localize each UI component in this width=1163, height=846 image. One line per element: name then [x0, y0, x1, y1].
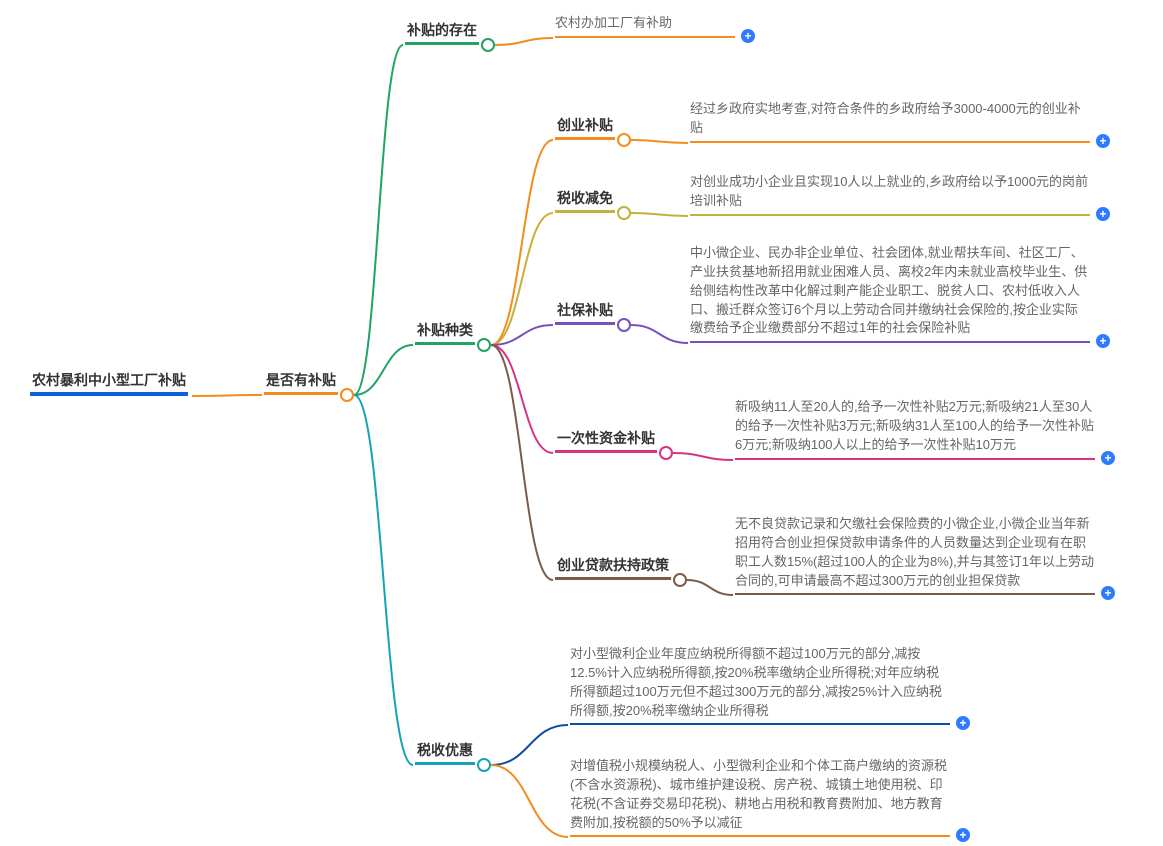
- node-label: 一次性资金补贴: [555, 428, 657, 453]
- expand-icon[interactable]: +: [741, 29, 755, 43]
- leaf-L0: 农村办加工厂有补助: [555, 14, 735, 38]
- leaf-L3: 中小微企业、民办非企业单位、社会团体,就业帮扶车间、社区工厂、产业扶贫基地新招用…: [690, 244, 1090, 343]
- node-root[interactable]: 农村暴利中小型工厂补贴: [30, 370, 188, 396]
- expand-icon[interactable]: +: [1096, 207, 1110, 221]
- leaf-text: 对增值税小规模纳税人、小型微利企业和个体工商户缴纳的资源税(不含水资源税)、城市…: [570, 757, 950, 837]
- node-label: 税收优惠: [415, 740, 475, 765]
- leaf-text: 无不良贷款记录和欠缴社会保险费的小微企业,小微企业当年新招用符合创业担保贷款申请…: [735, 515, 1095, 595]
- expand-icon[interactable]: +: [1101, 451, 1115, 465]
- leaf-L2: 对创业成功小企业且实现10人以上就业的,乡政府给以予1000元的岗前培训补贴: [690, 173, 1090, 216]
- leaf-L6: 对小型微利企业年度应纳税所得额不超过100万元的部分,减按12.5%计入应纳税所…: [570, 645, 950, 725]
- leaf-L4: 新吸纳11人至20人的,给予一次性补贴2万元;新吸纳21人至30人的给予一次性补…: [735, 398, 1095, 460]
- branch-dot-icon: [477, 758, 491, 772]
- node-n4[interactable]: 税收优惠: [415, 740, 475, 765]
- leaf-text: 对创业成功小企业且实现10人以上就业的,乡政府给以予1000元的岗前培训补贴: [690, 173, 1090, 216]
- branch-dot-icon: [617, 318, 631, 332]
- node-c3[interactable]: 社保补贴: [555, 300, 615, 325]
- node-n3[interactable]: 补贴种类: [415, 320, 475, 345]
- node-n2[interactable]: 补贴的存在: [405, 20, 479, 45]
- node-c4[interactable]: 一次性资金补贴: [555, 428, 657, 453]
- edge: [491, 325, 553, 345]
- edge: [491, 345, 553, 453]
- edge: [354, 345, 413, 395]
- leaf-text: 经过乡政府实地考查,对符合条件的乡政府给予3000-4000元的创业补贴: [690, 100, 1090, 143]
- edge: [687, 580, 733, 595]
- expand-icon[interactable]: +: [1101, 586, 1115, 600]
- expand-icon[interactable]: +: [956, 716, 970, 730]
- branch-dot-icon: [617, 206, 631, 220]
- node-c2[interactable]: 税收减免: [555, 188, 615, 213]
- leaf-L1: 经过乡政府实地考查,对符合条件的乡政府给予3000-4000元的创业补贴: [690, 100, 1090, 143]
- branch-dot-icon: [481, 38, 495, 52]
- node-label: 创业补贴: [555, 115, 615, 140]
- node-c1[interactable]: 创业补贴: [555, 115, 615, 140]
- leaf-text: 农村办加工厂有补助: [555, 14, 735, 38]
- node-n1[interactable]: 是否有补贴: [264, 370, 338, 395]
- node-label: 税收减免: [555, 188, 615, 213]
- leaf-text: 中小微企业、民办非企业单位、社会团体,就业帮扶车间、社区工厂、产业扶贫基地新招用…: [690, 244, 1090, 343]
- expand-icon[interactable]: +: [956, 828, 970, 842]
- node-label: 补贴种类: [415, 320, 475, 345]
- edge: [631, 213, 688, 216]
- branch-dot-icon: [477, 338, 491, 352]
- leaf-text: 新吸纳11人至20人的,给予一次性补贴2万元;新吸纳21人至30人的给予一次性补…: [735, 398, 1095, 460]
- branch-dot-icon: [340, 388, 354, 402]
- edge: [631, 325, 688, 343]
- edge: [491, 345, 553, 580]
- node-label: 是否有补贴: [264, 370, 338, 395]
- edge: [491, 765, 568, 837]
- node-label: 创业贷款扶持政策: [555, 555, 671, 580]
- edge: [491, 140, 553, 345]
- leaf-L7: 对增值税小规模纳税人、小型微利企业和个体工商户缴纳的资源税(不含水资源税)、城市…: [570, 757, 950, 837]
- leaf-L5: 无不良贷款记录和欠缴社会保险费的小微企业,小微企业当年新招用符合创业担保贷款申请…: [735, 515, 1095, 595]
- branch-dot-icon: [673, 573, 687, 587]
- node-label: 补贴的存在: [405, 20, 479, 45]
- edge: [673, 453, 733, 460]
- edge: [631, 140, 688, 143]
- branch-dot-icon: [659, 446, 673, 460]
- edge: [192, 395, 262, 396]
- expand-icon[interactable]: +: [1096, 134, 1110, 148]
- edge: [354, 45, 403, 395]
- expand-icon[interactable]: +: [1096, 334, 1110, 348]
- branch-dot-icon: [617, 133, 631, 147]
- node-c5[interactable]: 创业贷款扶持政策: [555, 555, 671, 580]
- edge: [495, 38, 553, 45]
- edge: [354, 395, 413, 765]
- edge: [491, 725, 568, 765]
- leaf-text: 对小型微利企业年度应纳税所得额不超过100万元的部分,减按12.5%计入应纳税所…: [570, 645, 950, 725]
- node-label: 农村暴利中小型工厂补贴: [30, 370, 188, 396]
- node-label: 社保补贴: [555, 300, 615, 325]
